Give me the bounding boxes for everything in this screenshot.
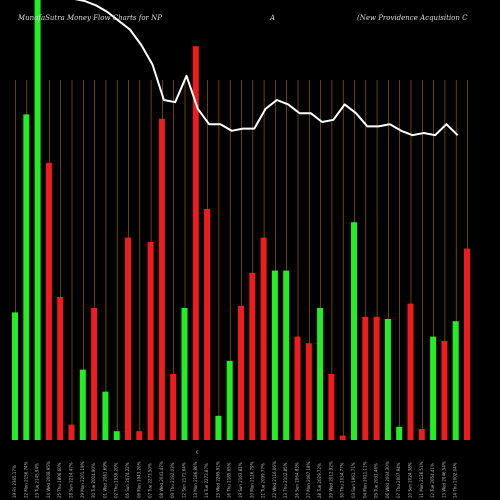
bar-green xyxy=(215,415,222,440)
bar-red xyxy=(57,297,64,440)
x-tick-label: 02 Thu 1939.20% xyxy=(114,462,119,498)
title-middle: A xyxy=(269,14,275,22)
bar-red xyxy=(407,303,414,440)
bar-red xyxy=(91,308,98,440)
bar-red xyxy=(158,118,165,441)
x-tick-label: 12 Tue 2054.41% xyxy=(430,463,435,498)
bar-red xyxy=(418,429,425,440)
x-tick-label: 19 Sun 2163.81% xyxy=(238,462,243,498)
x-tick-label: 07 Tue 2271.50% xyxy=(148,463,153,498)
bar-red xyxy=(68,424,75,440)
x-tick-label: 15 Wed 2265.91% xyxy=(215,461,220,498)
x-tick-label: 20 Mon 2126.79% xyxy=(249,461,254,498)
bar-green xyxy=(283,270,290,440)
bar-red xyxy=(204,209,211,440)
title-left: MunafaSutra Money Flow Charts for NP xyxy=(17,14,162,22)
x-tick-label: 06 Mon 1943.20% xyxy=(136,461,141,498)
price-line xyxy=(74,0,459,137)
title-right: (New Providence Acquisition C xyxy=(357,14,468,22)
bar-green xyxy=(34,0,41,440)
x-tick-label: 06 Wed 2004.30% xyxy=(385,461,390,498)
axis-marker: € xyxy=(196,450,199,455)
bar-green xyxy=(226,360,233,440)
bar-red xyxy=(362,316,369,440)
x-tick-label: 23 Thu 2102.85% xyxy=(283,462,288,498)
bar-red xyxy=(147,242,154,440)
bar-red xyxy=(125,237,131,440)
x-tick-label: 05 Sun 2074.22% xyxy=(125,462,130,498)
bar-red xyxy=(136,431,143,440)
bar-green xyxy=(79,369,86,440)
x-tick-label: 08 Wed 2041.47% xyxy=(159,461,164,498)
x-tick-label: 24 Wed 2008.95% xyxy=(46,461,51,498)
bar-red xyxy=(238,305,244,440)
bar-green xyxy=(12,312,18,440)
bar-red xyxy=(249,272,256,440)
x-tick-label: 27 Mon 2087.18% xyxy=(306,461,311,498)
x-tick-label: 25 Thu 1806.60% xyxy=(57,462,62,498)
bar-green xyxy=(23,114,30,441)
x-tick-label: 22 Wed 2116.06% xyxy=(272,461,277,498)
bar-green xyxy=(384,319,391,440)
x-tick-label: 23 Tue 2145.94% xyxy=(35,463,40,498)
x-tick-label: 16 Thu 2185.65% xyxy=(227,462,232,498)
x-tick-label: 26 Sun 2064.83% xyxy=(295,462,300,498)
bar-red xyxy=(339,435,346,440)
bar-green xyxy=(317,308,324,440)
x-tick-label: 13 Wed 2046.54% xyxy=(441,461,446,498)
x-tick-label: 29 Mon 2201.19% xyxy=(80,461,85,498)
x-tick-label: 10 Sun 2024.38% xyxy=(408,462,413,498)
bar-green xyxy=(113,431,120,440)
x-tick-label: 19 Fri 2365.17% xyxy=(12,465,17,498)
x-tick-label: 22 Mon 2156.74% xyxy=(23,461,28,498)
x-tick-label: 14 Tue 2273.87% xyxy=(204,463,209,498)
bar-red xyxy=(464,248,470,440)
x-tick-label: 09 Thu 2192.03% xyxy=(170,462,175,498)
bar-green xyxy=(271,270,278,440)
chart-title: MunafaSutra Money Flow Charts for NP A (… xyxy=(17,14,468,22)
x-tick-label: 13 Mon 2186.86% xyxy=(193,461,198,498)
bar-red xyxy=(45,162,52,441)
bar-red xyxy=(373,316,380,440)
bar-red xyxy=(294,336,301,440)
x-tick-label: 21 Tue 2099.77% xyxy=(261,463,266,498)
price-line-layer xyxy=(74,0,459,137)
x-tick-label: 03 Sun 1961.71% xyxy=(351,462,356,498)
bar-green xyxy=(452,321,459,440)
bar-green xyxy=(351,222,357,440)
x-tick-label: 05 Tue 2032.46% xyxy=(374,463,379,498)
x-axis-labels: 19 Fri 2365.17% 22 Mon 2156.74% 23 Tue 214… xyxy=(12,461,458,498)
x-tick-label: 30 Thu 2034.77% xyxy=(340,462,345,498)
x-tick-label: 11 Mon 2136.51% xyxy=(419,461,424,498)
x-tick-label: 29 Wed 2012.92% xyxy=(328,461,333,498)
bar-red xyxy=(260,237,267,440)
x-tick-label: 14 Thu 2002.04% xyxy=(453,462,458,498)
bar-green xyxy=(396,426,403,440)
x-tick-label: 12 Sun 2171.64% xyxy=(182,462,187,498)
bar-green xyxy=(181,308,188,440)
bar-red xyxy=(441,341,448,440)
x-tick-label: 01 Wed 2061.69% xyxy=(102,461,107,498)
x-tick-label: 07 Thu 2007.94% xyxy=(396,462,401,498)
x-tick-label: 28 Sun 2214.47% xyxy=(69,462,74,498)
x-tick-label: 04 Mon 2021.11% xyxy=(362,461,367,498)
bar-green xyxy=(102,391,109,440)
bars xyxy=(12,0,470,441)
bar-red xyxy=(328,374,335,440)
bar-red xyxy=(170,374,177,440)
bar-green xyxy=(430,336,437,440)
bar-red xyxy=(305,343,312,440)
x-tick-label: 30 Tue 2004.90% xyxy=(91,463,96,498)
x-tick-label: 28 Tue 2029.72% xyxy=(317,463,322,498)
bar-red xyxy=(192,46,199,440)
